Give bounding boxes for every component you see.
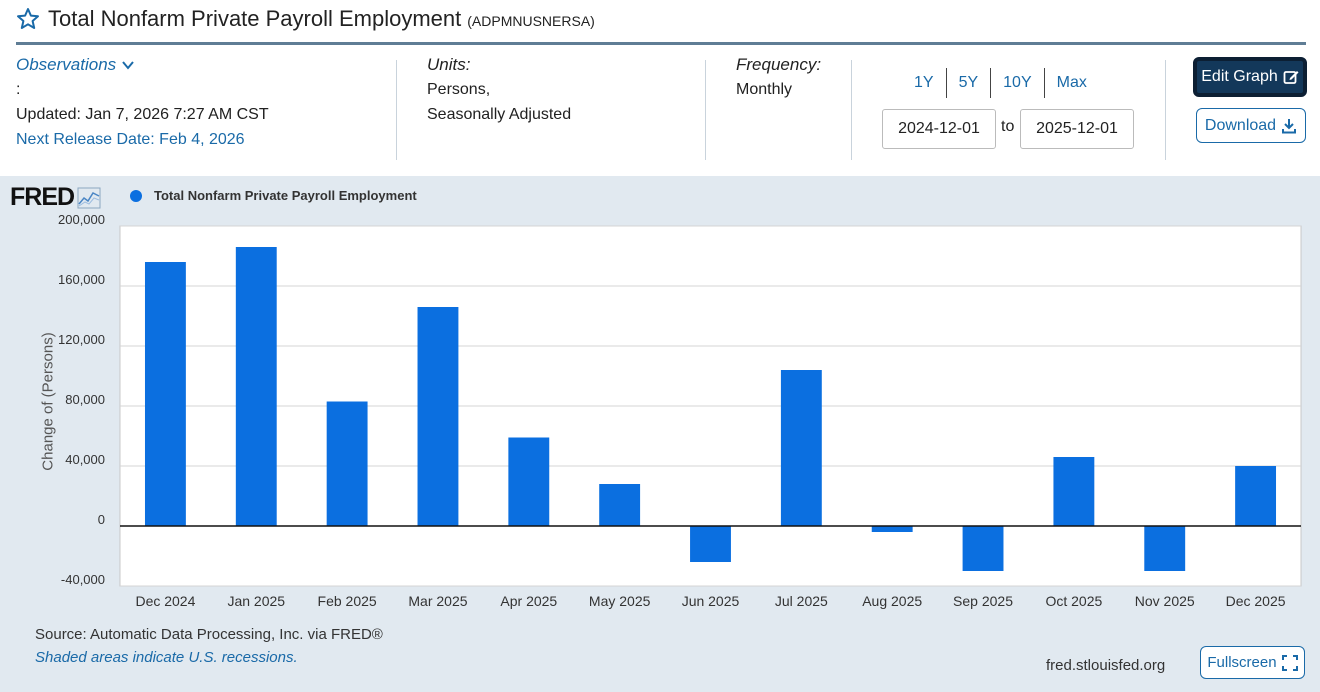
legend-label: Total Nonfarm Private Payroll Employment <box>154 188 417 203</box>
observations-toggle[interactable]: Observations <box>16 52 269 77</box>
series-id: (ADPMNUSNERSA) <box>467 13 595 29</box>
bar <box>1144 526 1186 571</box>
bar <box>1053 457 1095 526</box>
y-tick-label: 80,000 <box>65 392 105 407</box>
y-tick-label: 40,000 <box>65 452 105 467</box>
bar <box>144 262 186 526</box>
y-tick-label: -40,000 <box>61 572 105 587</box>
edit-icon <box>1283 71 1299 84</box>
units-label: Units: <box>427 55 471 74</box>
range-1y-button[interactable]: 1Y <box>902 68 947 98</box>
legend-dot <box>130 189 142 202</box>
divider <box>851 60 852 160</box>
chevron-down-icon <box>122 60 134 70</box>
bar <box>417 307 459 526</box>
bar <box>599 484 641 526</box>
edit-graph-label: Edit Graph <box>1201 68 1278 85</box>
recessions-note: Shaded areas indicate U.S. recessions. <box>35 649 298 666</box>
x-tick-label: Jul 2025 <box>775 593 828 609</box>
range-5y-button[interactable]: 5Y <box>947 68 992 98</box>
bar <box>690 526 731 562</box>
fred-url: fred.stlouisfed.org <box>1046 657 1166 674</box>
divider <box>1165 60 1166 160</box>
frequency-value: Monthly <box>736 81 793 98</box>
star-icon[interactable] <box>16 7 40 31</box>
observations-value: : <box>16 81 21 98</box>
x-tick-label: Oct 2025 <box>1045 593 1102 609</box>
y-tick-label: 120,000 <box>58 332 105 347</box>
frequency-label: Frequency: <box>736 55 822 74</box>
edit-graph-button[interactable]: Edit Graph <box>1193 57 1307 97</box>
observations-label: Observations <box>16 55 117 74</box>
x-tick-label: Jan 2025 <box>227 593 285 609</box>
next-release-link[interactable]: Next Release Date: Feb 4, 2026 <box>16 131 245 148</box>
bar <box>871 526 913 532</box>
end-date-input[interactable]: 2025-12-01 <box>1020 109 1134 149</box>
x-tick-label: May 2025 <box>589 593 651 609</box>
fullscreen-label: Fullscreen <box>1207 654 1277 671</box>
fred-graph-icon <box>77 187 101 208</box>
start-date-input[interactable]: 2024-12-01 <box>882 109 996 149</box>
x-tick-label: Nov 2025 <box>1135 593 1195 609</box>
x-tick-label: Jun 2025 <box>682 593 740 609</box>
bar <box>326 401 368 526</box>
observations-block: Observations : Updated: Jan 7, 2026 7:27… <box>16 52 269 152</box>
download-button[interactable]: Download <box>1196 108 1306 143</box>
title-row: Total Nonfarm Private Payroll Employment… <box>16 4 595 34</box>
x-tick-label: Mar 2025 <box>408 593 467 609</box>
page-title: Total Nonfarm Private Payroll Employment <box>48 6 462 31</box>
divider <box>705 60 706 160</box>
range-max-button[interactable]: Max <box>1056 74 1087 91</box>
range-buttons: 1Y 5Y 10Y Max <box>902 68 1099 98</box>
updated-text: Updated: Jan 7, 2026 7:27 AM CST <box>16 106 269 123</box>
bar <box>962 526 1004 571</box>
x-tick-label: Feb 2025 <box>318 593 377 609</box>
bar <box>1235 466 1277 526</box>
fullscreen-icon <box>1281 654 1298 671</box>
fullscreen-button[interactable]: Fullscreen <box>1200 646 1305 679</box>
range-10y-button[interactable]: 10Y <box>991 68 1045 98</box>
fred-logo-text: FRED <box>10 183 75 211</box>
x-tick-label: Dec 2024 <box>135 593 195 609</box>
title-divider <box>16 42 1306 45</box>
x-tick-label: Aug 2025 <box>862 593 922 609</box>
bar-chart: 200,000 160,000 120,000 80,000 40,000 0 -40,00… <box>58 212 1302 609</box>
x-tick-label: Dec 2025 <box>1226 593 1286 609</box>
to-label: to <box>1001 118 1015 135</box>
bar <box>780 370 822 526</box>
units-block: Units: Persons, Seasonally Adjusted <box>427 52 571 127</box>
divider <box>396 60 397 160</box>
fred-logo: FRED <box>10 183 101 212</box>
download-icon <box>1282 118 1297 133</box>
y-tick-label: 160,000 <box>58 272 105 287</box>
frequency-block: Frequency: Monthly <box>736 52 821 102</box>
bar <box>508 437 550 526</box>
y-tick-label: 0 <box>98 512 105 527</box>
source-text: Source: Automatic Data Processing, Inc. … <box>35 626 383 643</box>
x-tick-label: Sep 2025 <box>953 593 1013 609</box>
y-tick-label: 200,000 <box>58 212 105 227</box>
x-tick-label: Apr 2025 <box>500 593 557 609</box>
download-label: Download <box>1204 116 1277 134</box>
chart-legend: Total Nonfarm Private Payroll Employment <box>130 188 417 203</box>
units-line2: Seasonally Adjusted <box>427 106 572 123</box>
bar <box>235 247 277 526</box>
units-line1: Persons, <box>427 81 491 98</box>
